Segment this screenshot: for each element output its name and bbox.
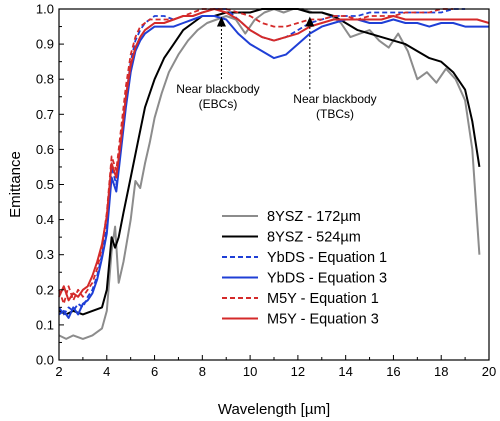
y-tick-label: 0.8 — [36, 72, 54, 87]
legend: 8YSZ - 172µm 8YSZ - 524µm YbDS - Equation … — [222, 209, 387, 328]
y-tick-label: 0.6 — [36, 142, 54, 157]
y-tick-label: 0.4 — [36, 212, 54, 227]
legend-label: M5Y - Equation 3 — [267, 312, 379, 328]
x-tick-label: 12 — [291, 364, 305, 379]
y-tick-label: 0.2 — [36, 282, 54, 297]
x-tick-label: 2 — [55, 364, 62, 379]
x-axis-title: Wavelength [µm] — [218, 401, 330, 418]
legend-label: YbDS - Equation 1 — [267, 250, 387, 266]
annotation-text: Near blackbody — [176, 82, 259, 96]
x-tick-label: 6 — [151, 364, 158, 379]
y-tick-label: 0.7 — [36, 107, 54, 122]
y-tick-label: 0.1 — [36, 317, 54, 332]
y-tick-label: 0.9 — [36, 37, 54, 52]
annotation-arrow-head — [216, 16, 226, 27]
y-axis-title: Emittance — [7, 151, 24, 218]
series-line-6 — [58, 8, 490, 302]
plot-frame — [58, 8, 490, 361]
y-tick-label: 0.5 — [36, 177, 54, 192]
y-tick-label: 1.0 — [36, 2, 54, 17]
series-layer — [58, 8, 490, 340]
annotation-text: (TBCs) — [316, 107, 354, 121]
y-tick-label: 0.0 — [36, 353, 54, 368]
x-tick-label: 16 — [386, 364, 400, 379]
x-tick-label: 4 — [103, 364, 110, 379]
legend-label: M5Y - Equation 1 — [267, 291, 379, 307]
annotation-arrow-head — [305, 16, 315, 27]
x-tick-label: 18 — [434, 364, 448, 379]
legend-label: YbDS - Equation 3 — [267, 271, 387, 287]
series-line-4 — [58, 15, 489, 319]
x-tick-label: 20 — [482, 364, 496, 379]
annotation-text: Near blackbody — [293, 92, 376, 106]
annotation-text: (EBCs) — [199, 97, 238, 111]
series-line-1 — [58, 8, 481, 340]
legend-label: 8YSZ - 524µm — [267, 230, 361, 246]
annotations: Near blackbody(EBCs) Near blackbody(TBCs) — [176, 16, 377, 121]
y-tick-label: 0.3 — [36, 247, 54, 262]
x-tick-label: 8 — [199, 364, 206, 379]
x-tick-label: 10 — [243, 364, 257, 379]
series-line-2 — [58, 8, 481, 316]
ticks-layer: 2 4 6 8 10 12 14 16 18 20 0.0 0.1 0.2 0.3 0.4 0.5 0.6 0.7… — [36, 2, 496, 380]
legend-label: 8YSZ - 172µm — [267, 209, 361, 225]
x-tick-label: 14 — [338, 364, 352, 379]
